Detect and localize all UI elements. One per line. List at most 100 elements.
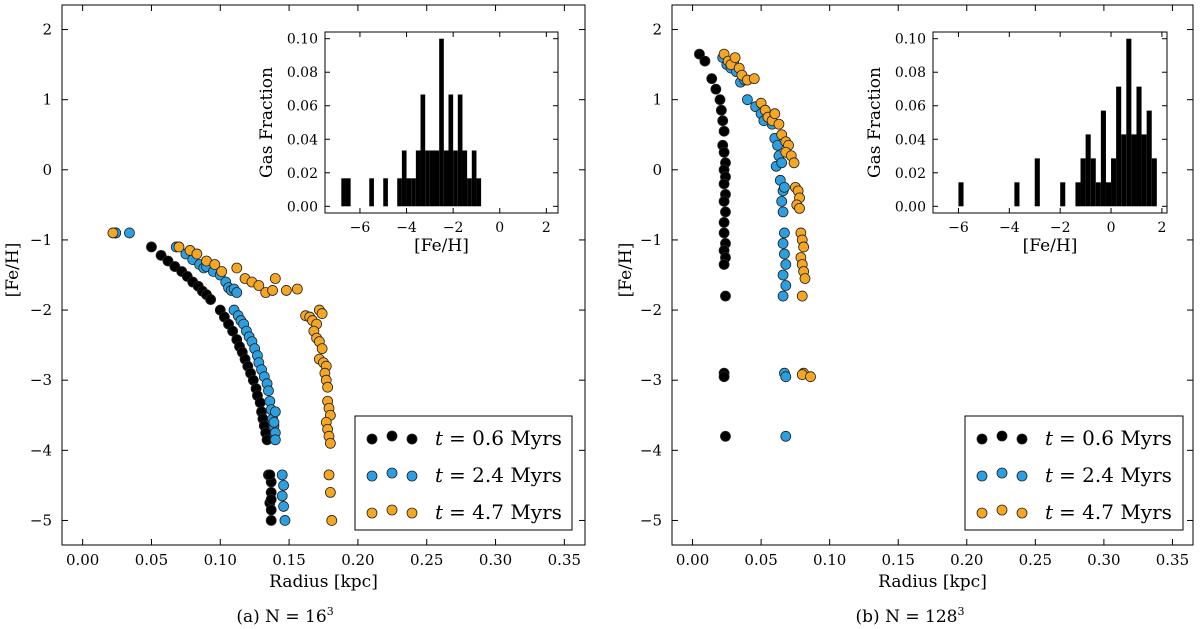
x-tick-label: 0.30 [479, 551, 512, 569]
histogram-bar [471, 150, 477, 207]
histogram-bar [1136, 86, 1142, 207]
data-point [324, 487, 336, 498]
data-point [278, 501, 289, 512]
legend-value: = 0.6 Myrs [1059, 426, 1172, 450]
legend-marker [406, 507, 418, 519]
data-point [316, 343, 328, 355]
legend-label: t = 2.4 Myrs [435, 463, 562, 487]
data-point [718, 227, 730, 239]
inset-x-tick-label: 2 [1157, 220, 1166, 236]
inset-y-tick-label: 0.02 [895, 166, 926, 182]
legend-value: = 2.4 Myrs [1059, 463, 1172, 487]
x-tick-label: 0.25 [410, 551, 443, 569]
y-tick-label: −2 [30, 301, 52, 319]
y-tick-label: −3 [30, 371, 52, 389]
legend-value: = 0.6 Myrs [449, 426, 562, 450]
inset-y-tick-label: 0.04 [287, 132, 318, 148]
legend-label: t = 2.4 Myrs [1045, 463, 1172, 487]
data-point [276, 490, 288, 502]
data-point [263, 385, 274, 397]
data-point [780, 430, 792, 442]
data-point [805, 371, 816, 383]
histogram-bar [397, 178, 402, 207]
y-axis-label: [Fe/H] [616, 243, 636, 298]
panel-b: 0.00 0.05 0.10 0.15 0.20 0.25 0.30 0.35 −5 −4 −3 −2… [616, 4, 1194, 592]
legend-marker [1016, 470, 1028, 482]
histogram-bar [457, 94, 463, 207]
legend-marker [996, 467, 1008, 479]
series-0 [110, 227, 277, 526]
histogram-bar [429, 150, 435, 207]
histogram-bar [1121, 134, 1127, 207]
histogram-bar [1111, 158, 1117, 207]
legend: t = 0.6 Myrs t = 2.4 Myrs t = 4.7 Myrs [964, 415, 1184, 531]
data-point [718, 146, 730, 158]
histogram-bar [1116, 86, 1122, 207]
data-point [718, 371, 730, 383]
data-point [173, 241, 185, 253]
data-point [291, 283, 303, 295]
data-point [769, 108, 781, 120]
data-point [742, 94, 753, 106]
inset-y-axis-label: Gas Fraction [865, 67, 885, 178]
data-point [209, 259, 221, 270]
data-point [779, 248, 790, 260]
histogram-bar [406, 178, 412, 207]
data-point [779, 181, 790, 193]
data-point [205, 294, 217, 305]
y-tick-label: 2 [652, 21, 662, 39]
series-0 [694, 48, 731, 442]
inset-histogram: −6 −4 −2 0 2 0.00 0.02 0.04 0.06 0.08 0.10 [Fe/H] Ga… [257, 31, 559, 256]
x-tick-label: 0.30 [1087, 551, 1120, 569]
data-point [253, 280, 265, 291]
x-axis-label: Radius [kpc] [878, 572, 987, 592]
inset-y-tick-label: 0.08 [287, 65, 318, 81]
x-tick-label: 0.15 [882, 551, 915, 569]
legend-variable: t [435, 500, 444, 524]
y-tick-label: −5 [640, 511, 662, 529]
inset-y-tick-label: 0.00 [287, 199, 318, 215]
data-point [718, 178, 730, 190]
caption-b: (b) N = 1283 [856, 605, 965, 627]
legend-marker [366, 507, 378, 519]
histogram-bar [958, 182, 964, 207]
x-tick-label: 0.10 [204, 551, 237, 569]
data-point [796, 290, 808, 302]
histogram-bar [369, 178, 374, 207]
histogram-bar [345, 178, 351, 207]
inset-y-tick-label: 0.06 [895, 99, 926, 115]
data-point [798, 241, 810, 253]
inset-y-tick-label: 0.00 [895, 199, 926, 215]
legend-label: t = 0.6 Myrs [1045, 426, 1172, 450]
plot-frame [61, 4, 586, 546]
inset-x-tick-label: 0 [495, 220, 504, 236]
legend-variable: t [435, 463, 444, 487]
histogram-bar [401, 150, 407, 207]
data-point [322, 381, 334, 393]
caption-a-exponent: 3 [327, 605, 334, 618]
caption-a-text: (a) N = 16 [236, 607, 326, 627]
legend-marker [386, 504, 398, 516]
histogram-bar [439, 38, 444, 207]
data-point [279, 515, 291, 526]
inset-histogram: −6 −4 −2 0 2 0.00 0.02 0.04 0.06 0.08 0.10 [Fe/H] Ga… [865, 31, 1168, 256]
data-point [776, 157, 788, 169]
data-point [326, 515, 338, 526]
data-point [124, 227, 135, 239]
data-point [777, 269, 789, 281]
data-point [720, 430, 731, 442]
histogram-bar [462, 150, 468, 207]
legend-marker [1016, 507, 1028, 519]
histogram-bar [1141, 134, 1147, 207]
y-tick-label: −1 [640, 231, 662, 249]
x-tick-label: 0.05 [135, 551, 168, 569]
legend-marker [366, 433, 378, 445]
histogram-bar [467, 178, 472, 207]
data-point [694, 48, 705, 60]
legend-marker [406, 433, 418, 445]
legend-label: t = 4.7 Myrs [1045, 500, 1172, 524]
histogram-bar [453, 150, 458, 207]
legend-marker [976, 433, 988, 445]
y-tick-label: 1 [652, 91, 662, 109]
